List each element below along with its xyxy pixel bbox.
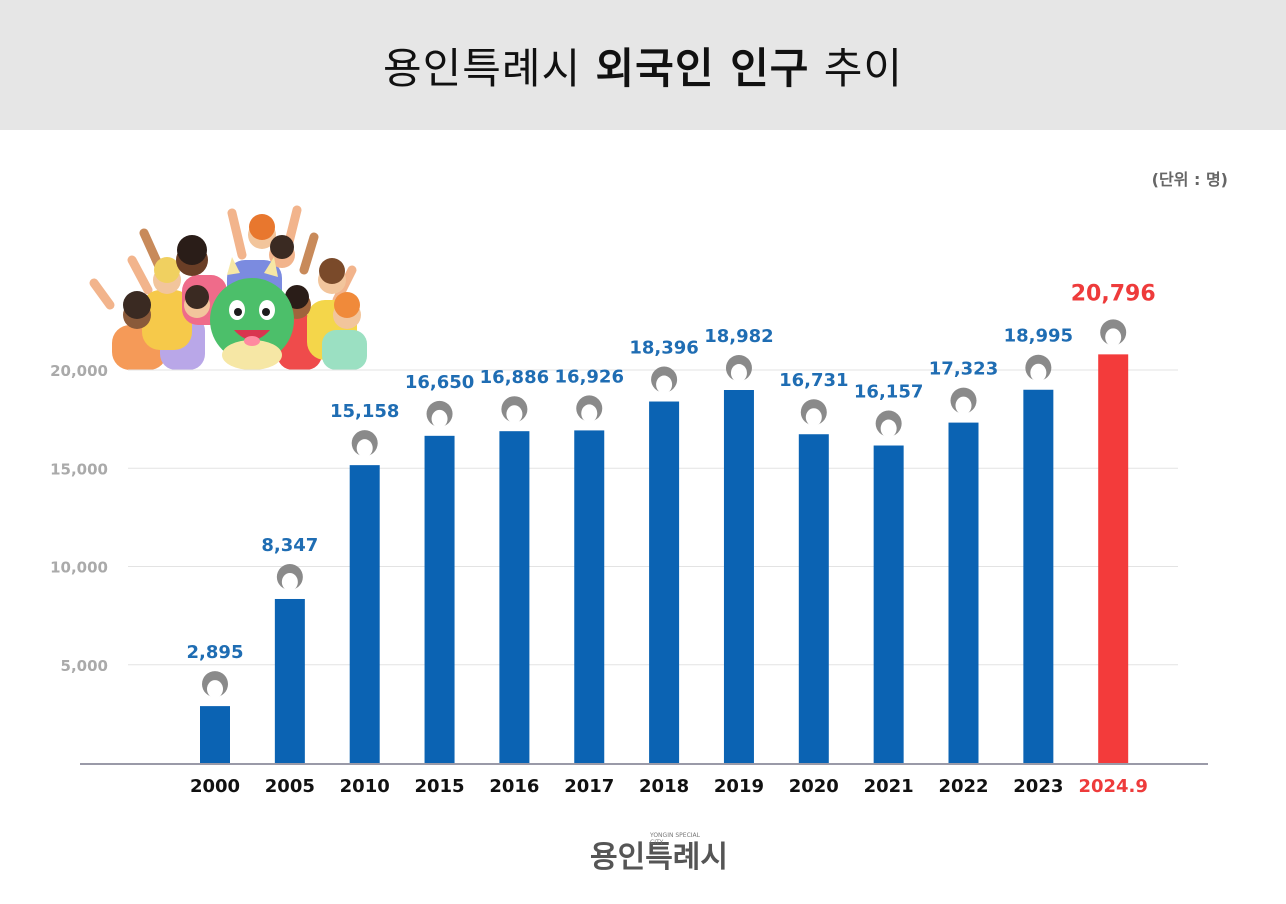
x-tick-label: 2015 — [414, 776, 464, 797]
x-tick-label: 2017 — [564, 776, 614, 797]
y-tick-label: 10,000 — [50, 559, 108, 577]
person-icon-face — [656, 375, 673, 394]
value-label: 15,158 — [330, 401, 399, 422]
value-label: 18,396 — [629, 338, 698, 359]
value-label: 2,895 — [187, 642, 244, 663]
value-label: 16,157 — [854, 382, 923, 403]
person-icon-face — [431, 409, 448, 428]
bar — [798, 434, 829, 763]
bar — [1023, 389, 1054, 763]
bar — [649, 401, 680, 763]
bar — [200, 706, 230, 763]
value-label: 16,731 — [779, 370, 848, 391]
person-icon-face — [1030, 363, 1047, 382]
person-icon-face — [356, 439, 373, 458]
x-tick-label: 2021 — [864, 776, 914, 797]
person-icon-face — [880, 419, 897, 438]
value-label: 18,995 — [1004, 326, 1073, 347]
x-tick-label: 2016 — [489, 776, 539, 797]
x-tick-label: 2024.9 — [1078, 776, 1147, 797]
x-tick-label: 2023 — [1013, 776, 1063, 797]
value-label: 16,926 — [555, 366, 624, 387]
x-tick-label: 2019 — [714, 776, 764, 797]
dragon-mascot-icon — [210, 257, 294, 370]
bar — [424, 435, 455, 763]
bar — [723, 390, 754, 763]
logo-text: 용인특례시 — [590, 840, 728, 875]
title-part-1: 용인특례시 — [382, 43, 582, 93]
unit-label: (단위 : 명) — [1151, 170, 1228, 189]
bar — [349, 465, 380, 763]
value-label: 17,323 — [929, 359, 998, 380]
value-label: 8,347 — [261, 535, 318, 556]
x-tick-label: 2000 — [190, 776, 240, 797]
person-icon-face — [506, 405, 523, 424]
x-tick-label: 2005 — [265, 776, 315, 797]
title-part-2: 추이 — [823, 43, 904, 93]
value-label: 16,650 — [405, 372, 474, 393]
x-tick-label: 2022 — [938, 776, 988, 797]
bar — [274, 598, 305, 763]
person-icon-face — [805, 408, 822, 427]
crowd-illustration — [89, 205, 367, 370]
title-part-bold: 외국인 인구 — [595, 43, 810, 93]
person-icon-face — [207, 680, 223, 699]
person-icon-face — [955, 396, 972, 415]
bar — [574, 430, 605, 763]
footer-logo: 용인특례시 YONGIN SPECIAL CITY — [590, 832, 728, 876]
y-tick-label: 20,000 — [50, 362, 108, 380]
y-tick-label: 15,000 — [50, 460, 108, 478]
page-title: 용인특례시 외국인 인구 추이 — [383, 35, 903, 96]
x-tick-label: 2018 — [639, 776, 689, 797]
bar — [873, 445, 904, 763]
y-tick-label: 5,000 — [61, 657, 108, 675]
person-icon-face — [1105, 328, 1122, 347]
logo-subtext: YONGIN SPECIAL CITY — [650, 832, 700, 846]
title-band: 용인특례시 외국인 인구 추이 — [0, 0, 1286, 130]
bar — [499, 431, 530, 763]
x-tick-label: 2020 — [789, 776, 839, 797]
bar — [1098, 354, 1129, 763]
person-icon-face — [281, 572, 298, 591]
person-icon-face — [730, 364, 747, 383]
value-label: 18,982 — [704, 326, 773, 347]
bar — [948, 422, 979, 763]
value-label: 20,796 — [1071, 281, 1156, 306]
value-label: 16,886 — [480, 367, 549, 388]
x-tick-label: 2010 — [340, 776, 390, 797]
person-icon-face — [581, 404, 598, 423]
